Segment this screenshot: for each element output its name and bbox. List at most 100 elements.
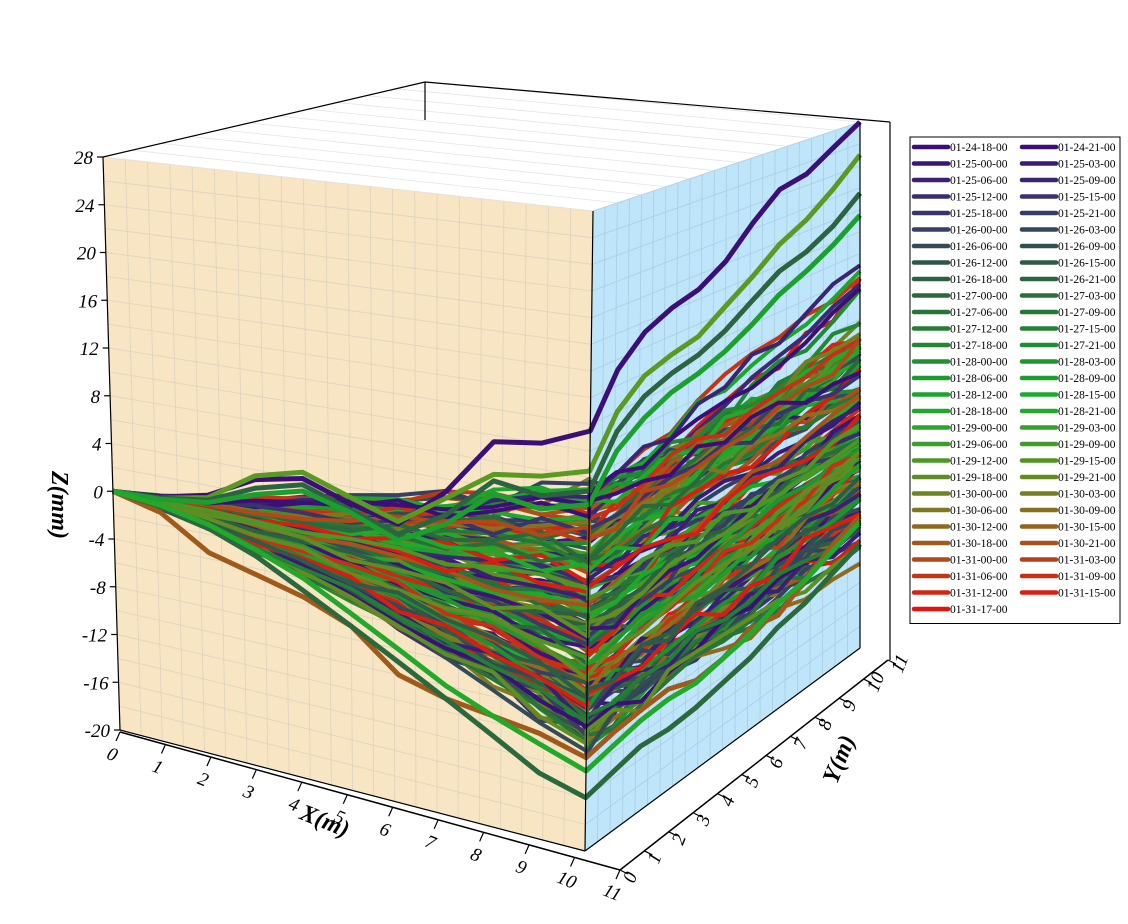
- legend-entry: 01-30-18-00: [950, 538, 1008, 550]
- x-tick-label: 11: [600, 880, 624, 906]
- grid-line: [220, 129, 691, 180]
- legend-entry: 01-28-15-00: [1058, 390, 1116, 402]
- grid-line: [590, 253, 861, 372]
- grid-line: [591, 187, 861, 292]
- legend-entry: 01-29-15-00: [1058, 456, 1116, 468]
- legend-entry: 01-27-21-00: [1058, 340, 1116, 352]
- legend-entry: 01-25-00-00: [950, 159, 1008, 171]
- x-axis-title: X(m): [295, 800, 353, 843]
- grid-line: [249, 122, 715, 171]
- legend-entry: 01-26-12-00: [950, 258, 1008, 270]
- legend-entry: 01-25-21-00: [1058, 208, 1116, 220]
- y-tick: [814, 716, 824, 722]
- x-tick: [251, 769, 257, 779]
- x-axis-line: [119, 731, 621, 871]
- y-tick: [765, 754, 775, 760]
- y-tick-label: 2: [668, 831, 691, 848]
- legend-entry: 01-31-17-00: [950, 604, 1008, 616]
- y-tick: [839, 697, 848, 703]
- z-tick-label: 16: [78, 291, 98, 312]
- grid-line: [117, 657, 587, 772]
- y-tick: [619, 869, 629, 875]
- grid-line: [585, 581, 861, 772]
- legend-entry: 01-31-09-00: [1058, 571, 1116, 583]
- x-tick: [115, 731, 121, 742]
- z-tick-label: -16: [83, 673, 109, 694]
- legend-entry: 01-29-09-00: [1058, 439, 1116, 451]
- y-tick-label: 10: [863, 669, 890, 695]
- x-tick: [569, 857, 576, 867]
- z-tick-label: 8: [91, 387, 101, 408]
- y-tick: [790, 735, 799, 741]
- grid-line: [110, 395, 590, 479]
- y-tick-label: 7: [790, 734, 814, 752]
- x-tick-label: 6: [376, 819, 393, 842]
- legend-entry: 01-29-03-00: [1058, 423, 1116, 435]
- z-tick-label: 0: [93, 482, 103, 503]
- grid-line: [105, 228, 593, 292]
- legend-entry: 01-26-15-00: [1058, 258, 1116, 270]
- grid-line: [585, 603, 861, 798]
- y-axis-title: Y(m): [818, 732, 861, 787]
- y-tick: [668, 831, 677, 837]
- x-tick: [206, 756, 212, 767]
- legend-entry: 01-26-18-00: [950, 274, 1008, 286]
- z-tick-label: 24: [75, 196, 95, 217]
- legend-entry: 01-26-09-00: [1058, 241, 1116, 253]
- z-tick-label: -8: [90, 578, 106, 599]
- grid-line: [105, 252, 592, 319]
- x-tick-label: 2: [195, 768, 212, 791]
- x-tick-label: 10: [554, 867, 580, 894]
- grid-line: [190, 136, 666, 188]
- grid-line: [109, 371, 591, 452]
- legend-entry: 01-26-00-00: [950, 225, 1008, 237]
- y-tick: [887, 659, 897, 665]
- z-tick-label: 28: [74, 148, 94, 169]
- legend-entry: 01-28-12-00: [950, 390, 1008, 402]
- y-tick-label: 9: [838, 697, 861, 714]
- legend-entry: 01-28-09-00: [1058, 373, 1116, 385]
- x-tick: [342, 794, 348, 804]
- x-tick-label: 3: [239, 781, 257, 804]
- legend-entry: 01-28-03-00: [1058, 357, 1116, 369]
- legend-entry: 01-29-12-00: [950, 456, 1008, 468]
- z-tick-label: 4: [92, 435, 102, 456]
- grid-line: [592, 165, 861, 265]
- y-tick-label: 11: [887, 652, 913, 676]
- frame-line: [584, 210, 594, 852]
- legend-entry: 01-25-06-00: [950, 175, 1008, 187]
- y-tick: [741, 774, 751, 780]
- grid-line: [591, 231, 861, 345]
- legend-entry: 01-25-18-00: [950, 208, 1008, 220]
- grid-line: [132, 149, 618, 204]
- legend-entry: 01-29-06-00: [950, 439, 1008, 451]
- grid-line: [161, 142, 642, 196]
- legend-entry: 01-31-06-00: [950, 571, 1008, 583]
- legend-entry: 01-27-18-00: [950, 340, 1008, 352]
- y-tick: [863, 678, 872, 684]
- y-tick-label: 0: [619, 869, 642, 886]
- z-tick-label: 20: [77, 244, 97, 265]
- legend-entry: 01-30-03-00: [1058, 489, 1116, 501]
- legend-entry: 01-31-03-00: [1058, 555, 1116, 567]
- frame-line: [119, 729, 586, 852]
- z-tick-label: -20: [85, 721, 111, 742]
- legend-entry: 01-27-03-00: [1058, 291, 1116, 303]
- legend-entry: 01-31-00-00: [950, 555, 1008, 567]
- y-tick: [692, 812, 702, 818]
- grid-line: [106, 275, 592, 345]
- legend-entry: 01-30-09-00: [1058, 505, 1116, 517]
- legend-entry: 01-25-03-00: [1058, 159, 1116, 171]
- z-tick-label: 12: [80, 339, 100, 360]
- legend-entry: 01-30-06-00: [950, 505, 1008, 517]
- z-axis-title: Z(mm): [46, 470, 72, 539]
- legend-entry: 01-24-21-00: [1058, 142, 1116, 154]
- grid-line: [119, 705, 586, 825]
- x-tick: [160, 744, 167, 754]
- legend-entry: 01-30-12-00: [950, 522, 1008, 534]
- legend-entry: 01-25-12-00: [950, 192, 1008, 204]
- legend-entry: 01-26-06-00: [950, 241, 1008, 253]
- grid-line: [307, 108, 763, 155]
- grid-line: [102, 156, 594, 212]
